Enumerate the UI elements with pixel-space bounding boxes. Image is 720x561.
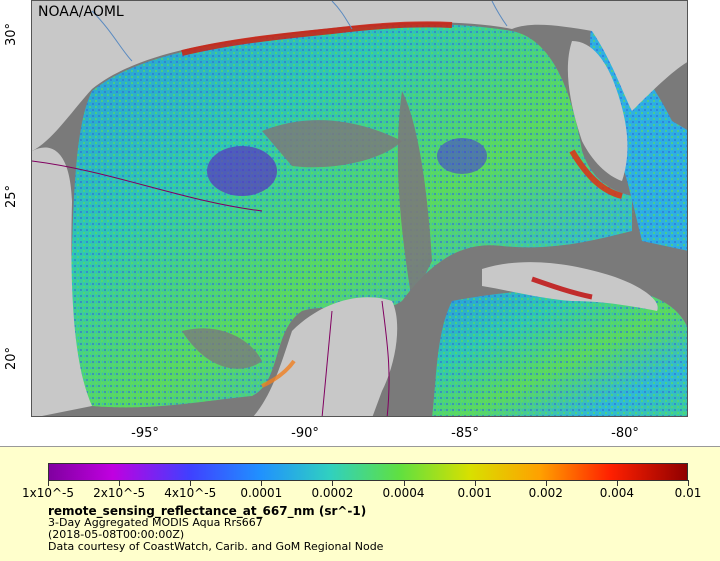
gulf-water-texture [70,24,633,408]
colorbar-label: 0.0002 [311,486,354,500]
colorbar-tick [261,480,263,486]
colorbar-tick [545,480,547,486]
land-yucatan [253,297,398,416]
colorbar [48,463,688,481]
colorbar-tick [48,480,49,486]
lon-tick-95: -95° [131,426,159,441]
land-north-america [32,1,687,151]
colorbar-tick [119,480,121,486]
colorbar-label: 0.01 [674,486,702,500]
lat-tick-25: 25° [4,184,19,208]
river [91,10,133,62]
colorbar-label: 0.001 [457,486,492,500]
colorbar-label: 1x10^-5 [21,486,75,500]
colorbar-label: 0.0004 [382,486,425,500]
colorbar-label: 0.0001 [240,486,283,500]
lat-tick-20: 20° [4,346,19,370]
legend-date: (2018-05-08T00:00:00Z) [48,528,185,541]
legend-dataset: 3-Day Aggregated MODIS Aqua Rrs667 [48,516,263,529]
colorbar-tick [190,480,192,486]
colorbar-label: 4x10^-5 [164,486,217,500]
lon-tick-90: -90° [291,426,319,441]
colorbar-tick [403,480,405,486]
land-florida [567,41,628,181]
colorbar-label: 2x10^-5 [93,486,146,500]
coastal-high-reflectance [181,21,453,56]
map-panel[interactable]: NOAA/AOML [31,0,688,417]
colorbar-tick [332,480,334,486]
colorbar-tick [474,480,476,486]
legend-source: Data courtesy of CoastWatch, Carib. and … [48,540,384,553]
colorbar-label: 0.002 [528,486,563,500]
lon-tick-80: -80° [611,426,639,441]
map-image [32,1,687,416]
low-reflectance-patch [207,146,277,196]
land-cuba [482,262,658,311]
lon-tick-85: -85° [451,426,479,441]
colorbar-tick [688,480,689,486]
land-mexico [32,147,92,416]
legend-panel: remote_sensing_reflectance_at_667_nm (sr… [0,446,720,561]
colorbar-label: 0.004 [599,486,635,500]
legend-title: remote_sensing_reflectance_at_667_nm (sr… [48,504,367,518]
lat-tick-30: 30° [4,22,19,46]
map-credit: NOAA/AOML [38,4,124,20]
colorbar-tick [616,480,618,486]
country-border [32,160,263,212]
legend-text: remote_sensing_reflectance_at_667_nm (sr… [48,505,383,553]
